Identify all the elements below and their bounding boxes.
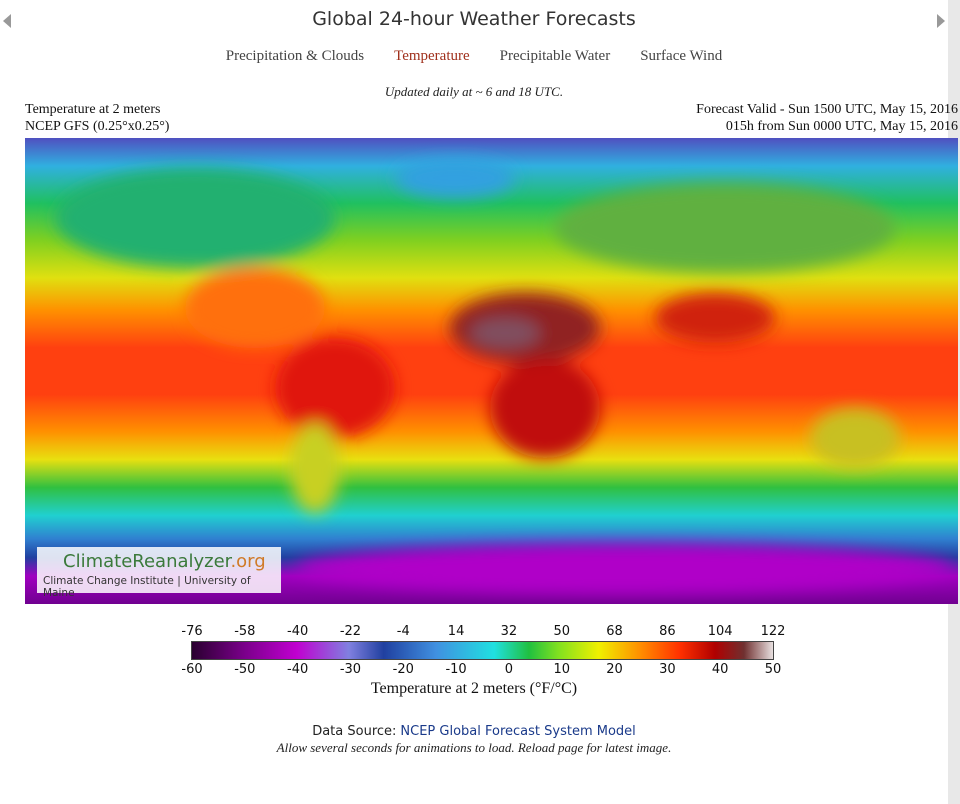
watermark-tld: .org — [230, 551, 266, 572]
map-info-left: Temperature at 2 meters NCEP GFS (0.25°x… — [25, 101, 169, 135]
source-prefix: Data Source: — [312, 724, 397, 739]
footer-note: Allow several seconds for animations to … — [276, 740, 672, 755]
celsius-tick: -30 — [339, 662, 362, 677]
temperature-map — [25, 138, 958, 604]
celsius-tick: 50 — [764, 662, 782, 677]
data-source: Data Source: NCEP Global Forecast System … — [0, 724, 948, 739]
fahrenheit-tick: 122 — [760, 624, 786, 639]
colorbar — [191, 641, 774, 660]
map-info-right: Forecast Valid - Sun 1500 UTC, May 15, 2… — [458, 101, 958, 135]
fahrenheit-tick: 50 — [553, 624, 570, 639]
nav-link-active[interactable]: Temperature — [394, 48, 470, 64]
watermark-credit: Climate Change Institute | University of… — [43, 575, 251, 599]
nav: Precipitation & Clouds Temperature Preci… — [0, 48, 948, 65]
page-title: Global 24-hour Weather Forecasts — [312, 8, 636, 30]
info-line: 015h from Sun 0000 UTC, May 15, 2016 — [725, 119, 958, 134]
info-line: NCEP GFS (0.25°x0.25°) — [25, 119, 170, 134]
celsius-tick: -10 — [445, 662, 467, 677]
watermark-brand: ClimateReanalyzer — [63, 551, 231, 572]
fahrenheit-tick: -22 — [339, 624, 362, 639]
celsius-tick: -50 — [234, 662, 256, 677]
celsius-tick: -20 — [392, 662, 414, 677]
fahrenheit-tick: 104 — [707, 624, 733, 639]
update-note: Updated daily at ~ 6 and 18 UTC. — [384, 84, 564, 99]
fahrenheit-tick: 14 — [447, 624, 465, 639]
nav-link[interactable]: Surface Wind — [640, 48, 723, 64]
source-link[interactable]: NCEP Global Forecast System Model — [400, 724, 636, 739]
celsius-tick: 20 — [606, 662, 623, 677]
fahrenheit-tick: 68 — [606, 624, 623, 639]
next-arrow[interactable] — [936, 14, 946, 28]
nav-link[interactable]: Precipitable Water — [499, 48, 611, 64]
fahrenheit-tick: -58 — [234, 624, 256, 639]
nav-link[interactable]: Precipitation & Clouds — [225, 48, 365, 64]
celsius-tick: 0 — [504, 662, 514, 677]
fahrenheit-tick: -76 — [181, 624, 203, 639]
info-line: Forecast Valid - Sun 1500 UTC, May 15, 2… — [696, 102, 958, 117]
fahrenheit-tick: 32 — [500, 624, 518, 639]
celsius-tick: 10 — [553, 662, 570, 677]
watermark: ClimateReanalyzer.org Climate Change Ins… — [37, 547, 281, 599]
prev-arrow[interactable] — [2, 14, 12, 28]
colorbar-label: Temperature at 2 meters (°F/°C) — [370, 680, 578, 697]
celsius-tick: 30 — [659, 662, 676, 677]
fahrenheit-tick: 86 — [659, 624, 676, 639]
info-line: Temperature at 2 meters — [25, 102, 161, 117]
celsius-tick: -40 — [287, 662, 309, 677]
celsius-tick: 40 — [711, 662, 729, 677]
fahrenheit-tick: -4 — [396, 624, 410, 639]
celsius-tick: -60 — [181, 662, 203, 677]
fahrenheit-tick: -40 — [287, 624, 309, 639]
